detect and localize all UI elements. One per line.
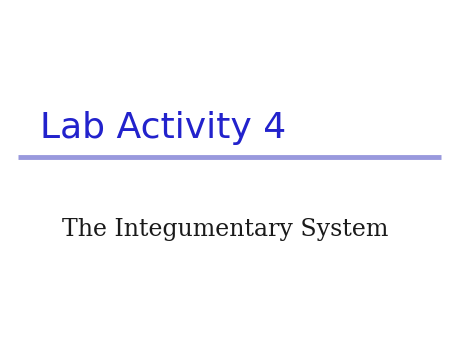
Text: Lab Activity 4: Lab Activity 4 [40,112,287,145]
Text: The Integumentary System: The Integumentary System [62,218,388,241]
